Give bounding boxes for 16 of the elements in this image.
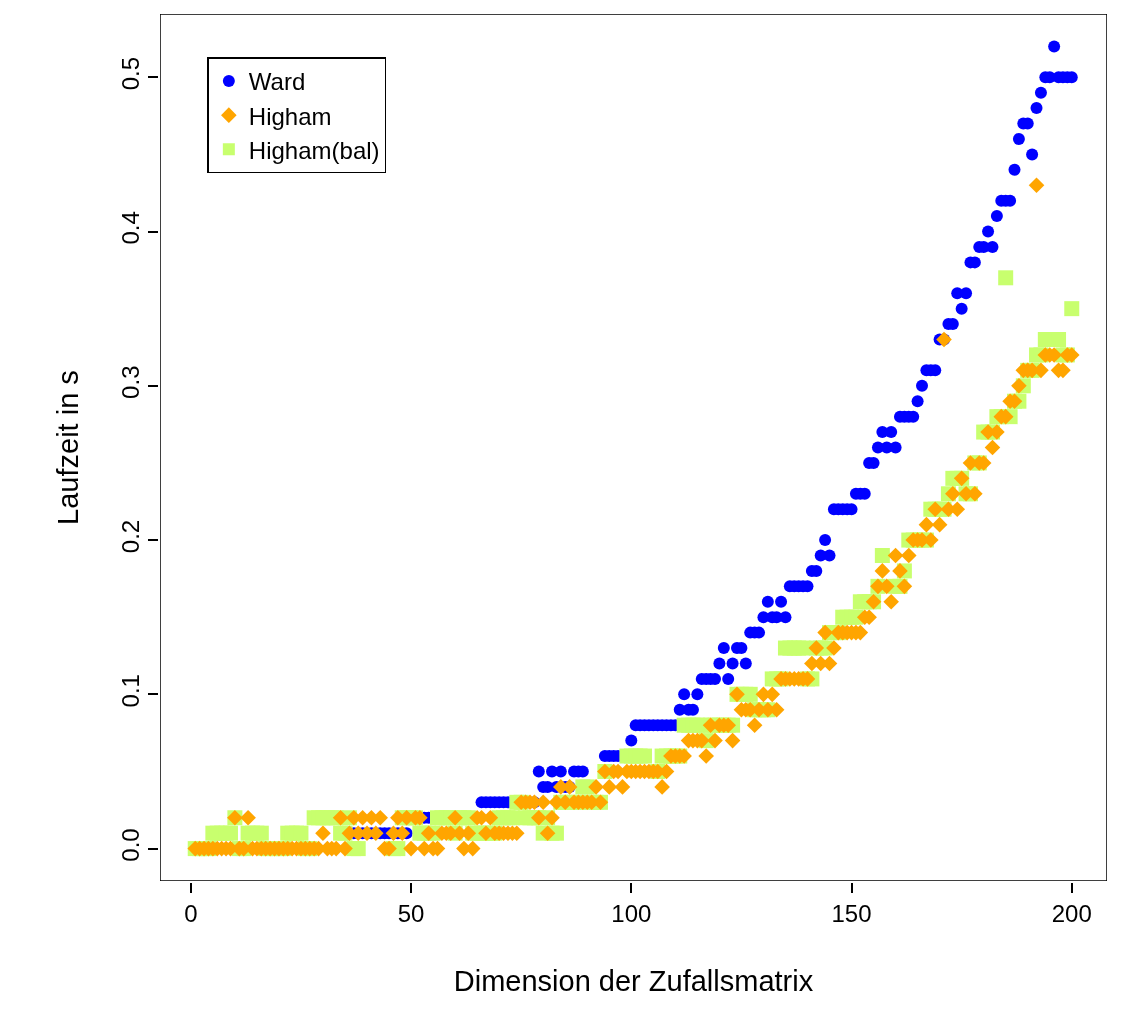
x-tick-label: 50 (397, 899, 425, 927)
y-tick-label: 0.0 (116, 828, 144, 862)
y-tick-label: 0.5 (116, 56, 144, 91)
x-tick-label: 150 (831, 899, 872, 927)
y-tick-label: 0.4 (116, 211, 144, 245)
y-tick-label: 0.2 (116, 519, 144, 554)
legend-label: Higham (248, 102, 332, 130)
x-tick-label: 0 (184, 899, 198, 927)
y-tick-label: 0.3 (116, 365, 144, 399)
x-tick-label: 100 (611, 899, 652, 927)
x-axis-title: Dimension der Zufallsmatrix (453, 964, 814, 997)
x-tick-label: 200 (1051, 899, 1092, 927)
legend-label: Ward (248, 68, 306, 96)
y-axis-title: Laufzeit in s (51, 370, 84, 525)
legend-label: Higham(bal) (248, 136, 380, 164)
y-tick-label: 0.1 (116, 674, 144, 708)
